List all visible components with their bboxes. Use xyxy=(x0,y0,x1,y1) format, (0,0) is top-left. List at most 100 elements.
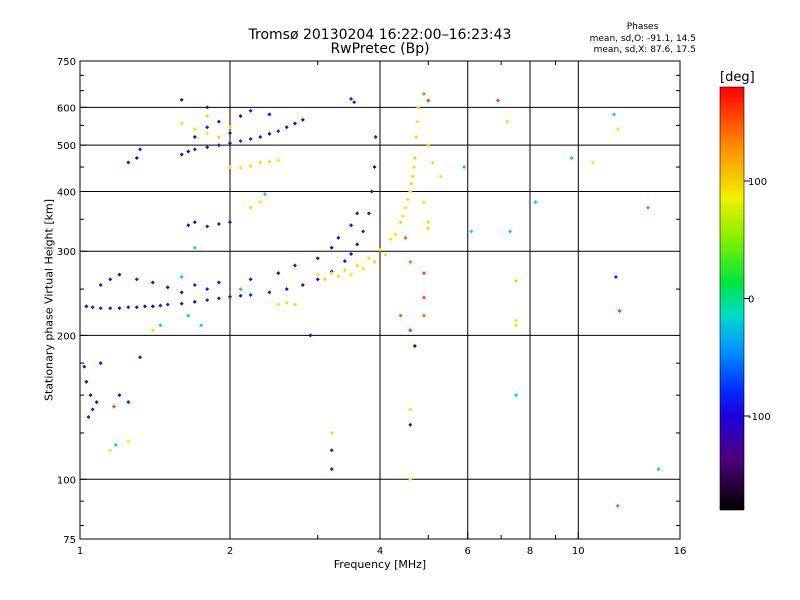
data-point xyxy=(98,306,103,311)
chart-subtitle: RwPretec (Bp) xyxy=(330,41,430,57)
series-x-mode xyxy=(108,105,620,482)
data-point xyxy=(228,165,232,170)
data-point xyxy=(408,189,413,194)
data-point xyxy=(134,305,139,310)
data-point xyxy=(366,211,371,216)
data-point xyxy=(117,306,122,311)
data-point xyxy=(276,302,281,307)
data-point xyxy=(615,127,620,132)
data-point xyxy=(329,467,334,472)
data-point xyxy=(111,404,116,409)
data-point xyxy=(405,197,410,202)
data-point xyxy=(462,165,467,170)
data-point xyxy=(355,242,360,247)
data-point xyxy=(199,323,204,328)
data-point xyxy=(216,119,221,124)
data-point xyxy=(366,256,371,261)
data-point xyxy=(329,430,334,435)
data-point xyxy=(165,302,170,307)
data-point xyxy=(403,235,408,240)
data-point xyxy=(192,282,197,287)
data-point xyxy=(613,274,618,279)
data-point xyxy=(186,149,191,154)
y-tick-label: 500 xyxy=(57,141,76,152)
data-point xyxy=(378,247,382,252)
data-point xyxy=(383,252,388,257)
grid-lines xyxy=(80,61,680,539)
data-point xyxy=(134,277,139,282)
y-tick-label: 400 xyxy=(57,187,76,198)
data-point xyxy=(262,192,267,197)
data-point xyxy=(276,158,281,163)
colorbar-tick-label: 100 xyxy=(748,177,767,188)
data-point xyxy=(612,112,617,117)
data-point xyxy=(421,200,426,205)
data-point xyxy=(216,135,221,140)
data-point xyxy=(656,467,661,472)
data-point xyxy=(108,277,113,282)
data-point xyxy=(90,407,95,412)
data-point xyxy=(205,105,210,110)
colorbar-tick-label: -100 xyxy=(748,412,771,423)
data-point xyxy=(398,220,403,225)
data-point xyxy=(292,302,297,307)
data-point xyxy=(415,119,420,124)
data-point xyxy=(150,304,155,309)
data-point xyxy=(126,160,131,165)
data-point xyxy=(408,407,413,412)
data-point xyxy=(342,268,347,273)
data-point xyxy=(228,125,232,130)
data-point xyxy=(205,125,210,130)
phase-stats-heading: Phases xyxy=(626,22,659,32)
data-point xyxy=(355,263,360,268)
data-point xyxy=(192,245,197,250)
data-point xyxy=(98,361,103,366)
y-tick-label: 300 xyxy=(57,247,76,258)
y-tick-label: 600 xyxy=(57,103,76,114)
x-tick-label: 1 xyxy=(77,546,83,557)
series-o-mode xyxy=(82,96,618,472)
data-point xyxy=(430,160,435,165)
data-point xyxy=(496,98,500,103)
data-point xyxy=(216,222,221,226)
data-point xyxy=(408,422,413,427)
data-point xyxy=(238,165,243,170)
data-point xyxy=(315,272,320,277)
data-point xyxy=(84,304,89,309)
data-point xyxy=(388,237,393,242)
data-point xyxy=(426,226,431,231)
data-point xyxy=(248,108,253,113)
axis-ticks: 1 2 4 6 8 10 16 75 100 200 300 400 500 600 750 xyxy=(57,57,686,557)
data-point xyxy=(615,503,620,508)
data-point xyxy=(216,143,221,148)
data-point xyxy=(165,285,170,290)
data-point xyxy=(349,96,354,101)
data-point xyxy=(186,313,191,318)
data-point xyxy=(421,295,426,300)
data-point xyxy=(569,156,574,160)
data-point xyxy=(469,229,474,234)
data-point xyxy=(126,439,131,444)
data-point xyxy=(292,263,297,268)
data-point xyxy=(505,119,510,124)
colorbar-tick-label: 0 xyxy=(748,295,754,306)
data-point xyxy=(410,174,415,179)
data-point xyxy=(412,344,417,349)
data-point xyxy=(179,274,184,279)
y-tick-label: 200 xyxy=(57,331,76,342)
data-point xyxy=(514,393,519,398)
data-point xyxy=(416,105,421,110)
data-point xyxy=(192,127,197,132)
data-point xyxy=(138,355,143,360)
data-point xyxy=(369,189,374,194)
data-point xyxy=(138,147,143,152)
data-point xyxy=(342,259,347,264)
x-axis-label: Frequency [MHz] xyxy=(333,558,427,571)
data-point xyxy=(508,229,513,234)
data-point xyxy=(352,100,357,105)
data-point xyxy=(292,121,297,126)
data-point xyxy=(205,298,210,303)
data-point xyxy=(409,181,414,186)
data-point xyxy=(228,220,232,225)
data-point xyxy=(533,200,538,205)
